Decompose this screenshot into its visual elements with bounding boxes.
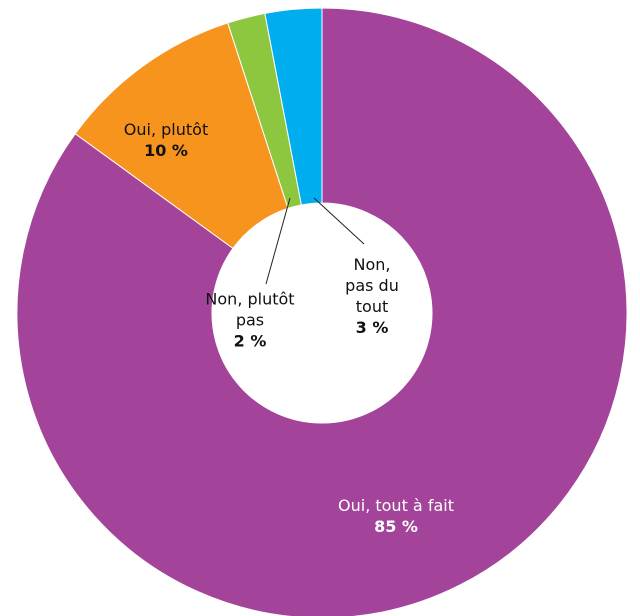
category-label: Oui, tout à fait [338,496,454,515]
donut-slice [74,22,289,250]
slice-label: Non, plutôt pas 2 % [200,289,300,352]
leader-line [265,197,291,285]
leader-line [313,197,365,245]
value-label: 10 % [144,141,188,160]
slice-label: Non, pas du tout 3 % [341,254,403,338]
category-label: Oui, plutôt [123,120,209,139]
category-label: Non, plutôt pas [205,289,295,330]
value-label: 2 % [233,331,267,351]
value-label: 3 % [355,318,389,337]
slice-label: Oui, plutôt 10 % [106,119,226,161]
value-label: 85 % [374,517,418,536]
category-label: Non, pas du tout [345,255,399,316]
donut-slice [16,7,628,616]
donut-slice [264,7,323,206]
slice-label: Oui, tout à fait 85 % [316,495,476,537]
